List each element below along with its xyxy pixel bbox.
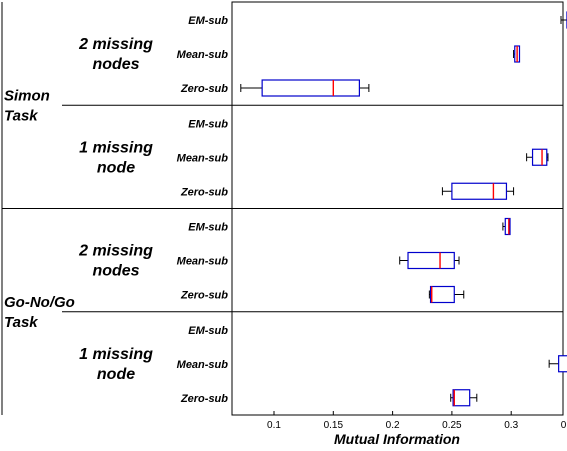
panel-label: 1 missing node [79,139,153,176]
box-item [502,217,511,236]
box-iqr [451,182,508,200]
box-item [240,79,370,97]
panel-labels: 2 missing nodes 1 missing node 2 missing node… [78,36,153,383]
box-iqr [407,251,455,270]
box-item [441,182,515,200]
box-item [428,285,465,304]
x-axis-label: Mutual Information [334,431,460,447]
method-label: EM-sub [188,325,228,337]
panel-label-line: nodes [92,56,139,73]
boxes [240,11,567,407]
method-label: EM-sub [188,118,228,130]
x-tick-label: 0.25 [442,420,462,431]
x-tick-label: 0.15 [324,420,344,431]
panel-label-line: nodes [92,263,139,280]
panel-label: 2 missing nodes [78,243,153,280]
separators [1,2,563,415]
method-label: Mean-sub [177,256,229,268]
panel-label-line: 1 missing [79,139,153,156]
box-iqr [261,79,360,97]
panel-label-line: 2 missing [78,243,153,260]
box-item [548,355,567,373]
method-label: Zero-sub [180,290,228,302]
method-label: Zero-sub [180,393,228,405]
x-tick-label: 0.2 [386,420,400,431]
task-labels: Simon Task Go-No/Go Task [4,87,75,331]
box-item [450,389,478,407]
box-item [399,251,460,270]
method-label: Mean-sub [177,49,229,61]
method-label: Zero-sub [180,83,228,95]
panel-label-line: 1 missing [79,346,153,363]
box-iqr [504,217,511,236]
method-labels: EM-sub Mean-sub Zero-sub EM-sub Mean-sub Zero… [177,15,229,405]
box-iqr [531,148,548,166]
method-label: Zero-sub [180,186,228,198]
box-item [513,45,521,63]
panel-label: 1 missing node [79,346,153,383]
method-label: EM-sub [188,222,228,234]
task-label-line: Go-No/Go [4,294,75,311]
panel-label-line: node [97,159,135,176]
method-label: EM-sub [188,15,228,27]
x-ticks: 0.10.150.20.250.30.350.40.45 [267,411,567,431]
task-label: Go-No/Go Task [4,294,75,331]
x-tick-label: 0.35 [561,420,567,431]
task-label-line: Task [4,314,38,331]
x-tick-label: 0.1 [267,420,281,431]
box-iqr [558,355,567,373]
method-label: Mean-sub [177,152,229,164]
task-label-line: Simon [4,87,50,104]
task-label-line: Task [4,107,38,124]
task-label: Simon Task [4,87,50,124]
box-iqr [452,389,471,407]
box-item [526,148,549,166]
panel-label-line: 2 missing [78,36,153,53]
x-tick-label: 0.3 [504,420,518,431]
box-item [560,11,567,29]
method-label: Mean-sub [177,359,229,371]
box-iqr [429,285,455,304]
panel-label-line: node [97,366,135,383]
panel-label: 2 missing nodes [78,36,153,73]
